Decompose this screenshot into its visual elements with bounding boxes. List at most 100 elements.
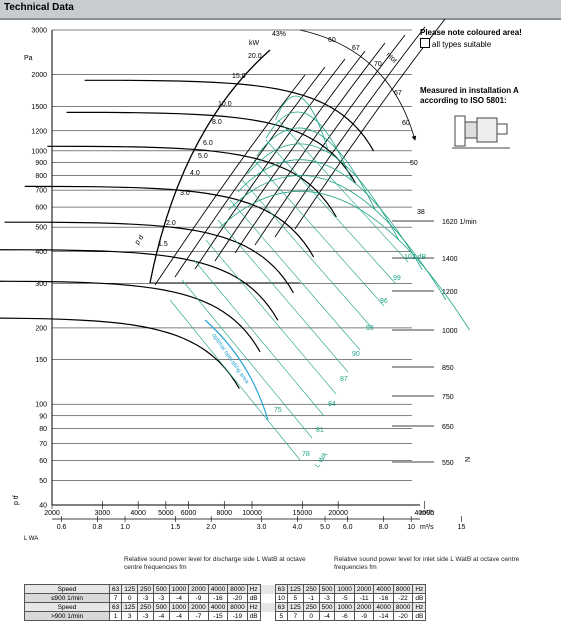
performance-chart: 40 50 60 70 80 90 100 150 200 300 400 500 600 700 800 9… — [0, 18, 477, 542]
power-label: 2.0 — [166, 220, 176, 227]
efficiency-label: 50 — [410, 160, 418, 167]
table-cell: 1000 — [334, 584, 355, 594]
table-cell: 1000 — [334, 602, 355, 612]
table-cell: dB — [412, 593, 427, 603]
y-tick-label: 900 — [35, 160, 47, 167]
x-tick-label: 5000 — [158, 510, 174, 517]
x-tick-label: 20000 — [328, 510, 348, 517]
sound-line — [277, 119, 409, 263]
power-label: 10.0 — [218, 101, 232, 108]
efficiency-label: 38 — [417, 209, 425, 216]
speed-curve — [4, 221, 294, 294]
sound-line — [253, 159, 385, 307]
table-cell: 63 — [274, 584, 288, 594]
power-label: 5.0 — [198, 153, 208, 160]
table-cell: -16 — [373, 593, 394, 603]
table-cell: 500 — [318, 584, 336, 594]
table-cell: -3 — [318, 593, 336, 603]
sound-label: 78 — [302, 451, 310, 458]
table-spacer — [260, 612, 275, 621]
table-cell: 500 — [318, 602, 336, 612]
y-tick-label: 1000 — [31, 148, 47, 155]
table-cell: 8000 — [392, 584, 414, 594]
n-axis-label: N — [465, 457, 472, 462]
table-cell: 63 — [274, 602, 288, 612]
power-label: 3.0 — [180, 190, 190, 197]
y-tick-label: 150 — [35, 357, 47, 364]
efficiency-contour — [237, 159, 423, 271]
sound-line — [169, 299, 301, 461]
y-tick-label: 2000 — [31, 72, 47, 79]
table-cell: 7 — [108, 593, 123, 603]
sound-label: 90 — [352, 351, 360, 358]
caption-inlet: Relative sound power level for inlet sid… — [334, 556, 520, 571]
system-curve — [154, 74, 306, 286]
table-cell: 2000 — [188, 602, 209, 612]
speed-label: 650 — [442, 424, 454, 431]
table-row: Speed 63 125 250 500 1000 2000 4000 8000 Hz 63 125 2… — [24, 602, 427, 612]
speed-label: 1200 — [442, 289, 458, 296]
y-tick-label: 600 — [35, 205, 47, 212]
table-cell: 125 — [286, 584, 304, 594]
row-label: >900 1/min — [24, 611, 110, 621]
table-cell: 250 — [302, 584, 320, 594]
power-unit-label: kW — [249, 40, 260, 47]
table-cell: 0 — [302, 611, 320, 621]
power-label: 15.0 — [232, 73, 246, 80]
table-cell: -19 — [227, 611, 248, 621]
table-cell: -9 — [353, 611, 375, 621]
table-cell: 1 — [108, 611, 123, 621]
table-cell: 4000 — [207, 602, 229, 612]
table-cell: 8000 — [227, 584, 248, 594]
x2-tick-label: 5.0 — [320, 524, 330, 531]
y-tick-label: 400 — [35, 249, 47, 256]
power-label: 6.0 — [203, 140, 213, 147]
table-cell: 5 — [286, 593, 304, 603]
table-cell: 8000 — [227, 602, 248, 612]
y-unit-label: Pa — [24, 55, 33, 62]
speed-curve — [0, 249, 279, 321]
table-cell: 125 — [121, 602, 139, 612]
system-curve — [194, 58, 346, 270]
ptf-label: p tf — [13, 495, 20, 505]
sound-line — [241, 179, 373, 329]
table-cell: 0 — [121, 593, 139, 603]
table-cell: -15 — [207, 611, 229, 621]
table-cell: -4 — [168, 593, 190, 603]
sound-line — [193, 259, 325, 417]
x-tick-label: 8000 — [216, 510, 232, 517]
table-cell: -3 — [137, 593, 154, 603]
table-cell: 250 — [137, 602, 154, 612]
x-unit-label: m³/h — [420, 510, 434, 517]
sound-line — [205, 239, 337, 395]
power-label: 4.0 — [190, 170, 200, 177]
speed-label: 1620 1/min — [442, 219, 477, 226]
speed-label: 1000 — [442, 328, 458, 335]
x-tick-label: 6000 — [181, 510, 197, 517]
table-cell: 125 — [121, 584, 139, 594]
table-spacer — [260, 602, 276, 612]
table-cell: -16 — [207, 593, 229, 603]
x-tick-label: 2000 — [44, 510, 60, 517]
y-tick-label: 3000 — [31, 28, 47, 35]
y-tick-label: 60 — [39, 458, 47, 465]
table-cell: 4000 — [207, 584, 229, 594]
row-label: Speed — [24, 602, 110, 612]
sound-label: 87 — [340, 376, 348, 383]
table-cell: dB — [246, 593, 261, 603]
measured-line-2: according to ISO 5801: — [420, 96, 507, 105]
efficiency-label: 67 — [352, 45, 360, 52]
table-cell: -14 — [373, 611, 394, 621]
table-cell: Hz — [246, 602, 261, 612]
x2-tick-label: 4.0 — [292, 524, 302, 531]
header-bar: Technical Data — [0, 0, 561, 20]
lwa-label: L WA — [24, 536, 38, 542]
y-tick-label: 100 — [35, 402, 47, 409]
power-label: 8.0 — [212, 119, 222, 126]
table-cell: 63 — [108, 584, 123, 594]
table-cell: 2000 — [188, 584, 209, 594]
efficiency-arrow — [299, 29, 417, 141]
sound-line — [217, 219, 349, 373]
x2-tick-label: 8.0 — [379, 524, 389, 531]
table-spacer — [260, 594, 275, 603]
